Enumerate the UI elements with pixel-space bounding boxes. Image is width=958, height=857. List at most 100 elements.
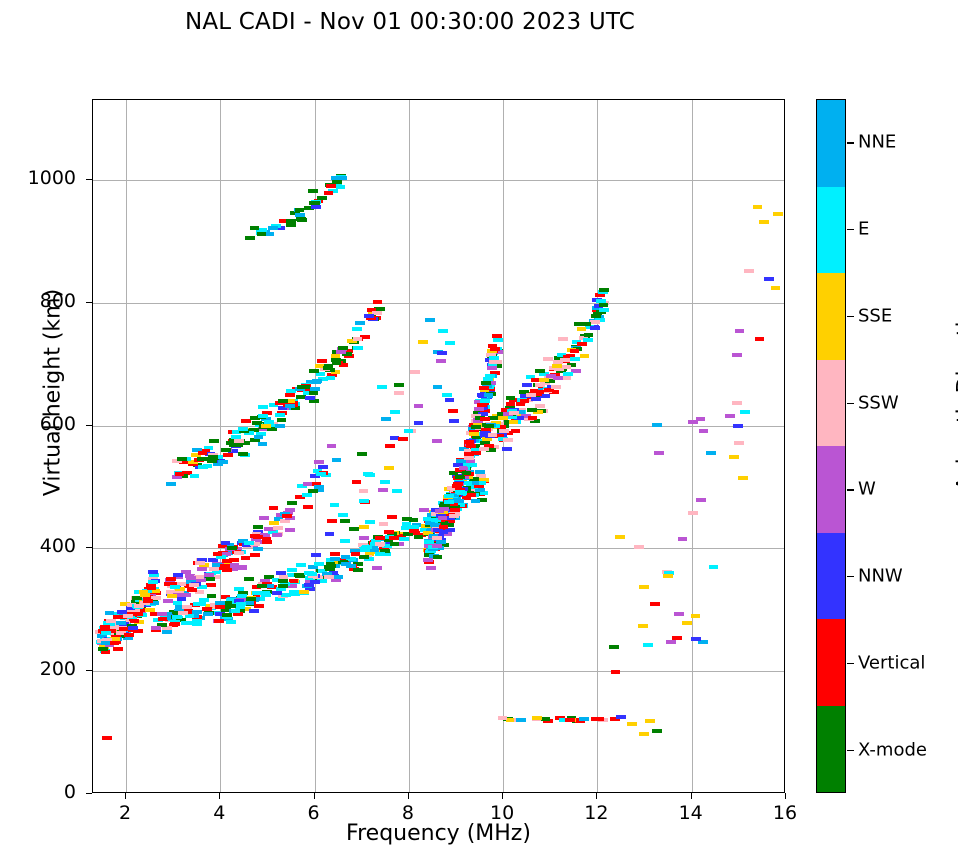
data-point [287, 584, 298, 589]
data-point [200, 449, 211, 454]
x-axis-tick-label: 6 [307, 802, 320, 824]
data-point [100, 650, 111, 655]
data-point [337, 559, 348, 564]
data-point [695, 416, 706, 421]
data-point [579, 717, 589, 722]
data-point [268, 505, 279, 510]
data-point [479, 440, 490, 445]
data-point [520, 393, 531, 398]
data-point [594, 317, 605, 322]
data-point [389, 435, 400, 440]
data-point [119, 626, 129, 631]
data-point [248, 428, 259, 433]
data-point [350, 549, 361, 553]
data-point [340, 554, 351, 559]
data-point [535, 403, 545, 408]
data-point [461, 496, 472, 500]
data-point [738, 476, 748, 480]
data-point [477, 497, 488, 502]
data-point [475, 481, 486, 486]
data-point [381, 544, 392, 548]
data-point [330, 354, 341, 359]
data-point [396, 533, 407, 538]
data-point [359, 499, 370, 504]
data-point [244, 430, 254, 435]
data-point [462, 481, 472, 485]
data-point [322, 572, 333, 577]
data-point [123, 635, 134, 640]
data-point [497, 715, 508, 720]
data-point [229, 558, 240, 562]
data-point [197, 451, 208, 456]
data-point [698, 428, 709, 433]
data-point [553, 359, 563, 364]
data-point [444, 494, 455, 499]
data-point [359, 525, 370, 530]
data-point [324, 574, 334, 579]
data-point [490, 370, 500, 375]
data-point [375, 307, 386, 312]
data-point [469, 488, 480, 493]
data-point [211, 570, 222, 574]
data-point [171, 614, 182, 619]
data-point [223, 452, 234, 457]
data-point [115, 621, 126, 626]
data-point [217, 460, 228, 465]
colorbar-label-w: W [858, 478, 876, 500]
data-point [177, 611, 188, 616]
data-point [479, 417, 490, 422]
data-point [539, 381, 550, 386]
data-point [272, 578, 283, 583]
data-point [437, 515, 448, 520]
data-point [234, 551, 245, 556]
data-point [279, 511, 290, 516]
data-point [226, 440, 237, 445]
data-point [170, 582, 181, 587]
data-point [172, 611, 183, 616]
data-point [490, 347, 501, 352]
data-point [112, 615, 123, 619]
data-point [424, 318, 435, 323]
data-point [278, 584, 289, 589]
data-point [307, 564, 318, 569]
data-point [253, 434, 264, 439]
data-point [175, 587, 185, 591]
data-point [314, 363, 325, 368]
data-point [214, 618, 225, 623]
y-axis-tick-label: 1000 [27, 166, 76, 189]
data-point [634, 545, 644, 550]
data-point [551, 364, 562, 369]
data-point [124, 611, 134, 616]
colorbar-tick [847, 229, 854, 231]
data-point [535, 369, 546, 374]
data-point [708, 564, 719, 569]
data-point [331, 577, 341, 582]
data-point [576, 327, 587, 332]
data-point [403, 428, 414, 433]
data-point [197, 584, 208, 589]
data-point [497, 416, 508, 420]
data-point [369, 541, 380, 546]
data-point [331, 457, 342, 462]
data-point [485, 387, 496, 392]
data-point [610, 670, 621, 675]
data-point [471, 448, 481, 453]
colorbar-tick [847, 315, 854, 318]
data-point [253, 604, 264, 609]
data-point [347, 338, 358, 343]
data-point [195, 560, 206, 565]
data-point [110, 634, 121, 639]
data-point [434, 509, 445, 514]
data-point [448, 408, 459, 413]
data-point [503, 420, 514, 425]
data-point [165, 589, 176, 594]
data-point [759, 219, 770, 224]
data-point [438, 524, 449, 529]
colorbar-tick [847, 489, 854, 491]
data-point [483, 392, 494, 397]
data-point [584, 325, 595, 330]
data-point [244, 601, 255, 606]
data-point [379, 548, 390, 553]
y-axis-tick [86, 670, 92, 672]
data-point [217, 543, 228, 548]
